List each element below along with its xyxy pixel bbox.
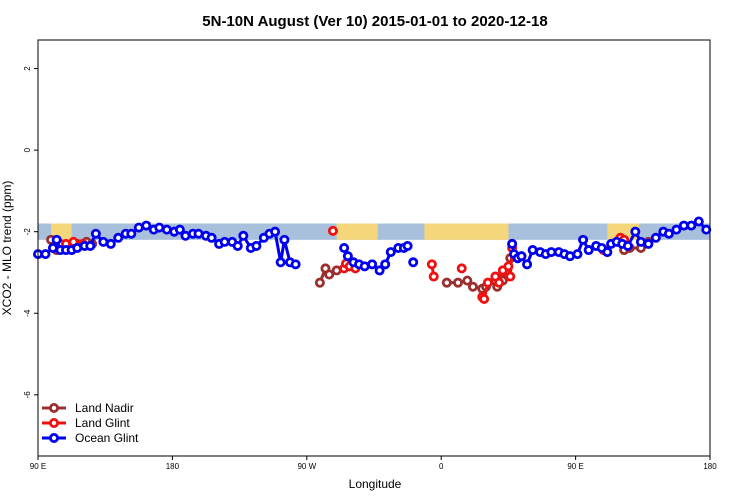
ocean-glint-point-31 <box>232 240 243 251</box>
land-nadir-point-14 <box>467 281 478 292</box>
ocean-glint-point-50 <box>385 247 396 258</box>
land-band-2 <box>424 223 509 240</box>
y-tick-label-1: 0 <box>23 147 32 152</box>
ocean-glint-point-80 <box>650 232 661 243</box>
land-nadir-point-9 <box>324 269 335 280</box>
legend-marker-land-glint <box>49 417 60 428</box>
ocean-glint-point-59 <box>522 259 533 270</box>
ocean-glint-point-68 <box>578 234 589 245</box>
x-tick-label-2: 90 W <box>297 462 316 471</box>
ocean-glint-point-42 <box>339 242 350 253</box>
ocean-glint-point-38 <box>275 257 286 268</box>
ocean-glint-point-58 <box>516 251 527 262</box>
x-tick-label-1: 180 <box>166 462 180 471</box>
ocean-glint-point-48 <box>374 265 385 276</box>
ocean-glint-point-3 <box>51 234 62 245</box>
land-nadir-point-12 <box>452 277 463 288</box>
ocean-glint-point-13 <box>113 232 124 243</box>
land-glint-point-17 <box>503 261 514 272</box>
land-nadir-point-7 <box>314 277 325 288</box>
series-ocean-glint <box>33 216 712 276</box>
ocean-glint-point-32 <box>238 230 249 241</box>
x-tick-label-3: 0 <box>439 462 444 471</box>
land-band-1 <box>336 223 378 240</box>
ocean-glint-point-34 <box>251 240 262 251</box>
legend-label-land-nadir: Land Nadir <box>75 401 134 415</box>
y-axis-label: XCO2 - MLO trend (ppm) <box>0 181 14 316</box>
land-band-3 <box>607 223 640 240</box>
ocean-glint-point-54 <box>408 257 419 268</box>
land-glint-point-3 <box>327 225 338 236</box>
land-nadir-point-11 <box>441 277 452 288</box>
ocean-glint-point-39 <box>279 234 290 245</box>
ocean-glint-point-1 <box>40 249 51 260</box>
ocean-glint-point-37 <box>270 226 281 237</box>
ocean-glint-point-55 <box>507 238 518 249</box>
land-glint-point-12 <box>479 293 490 304</box>
x-axis-label: Longitude <box>349 477 402 491</box>
land-nadir-point-13 <box>462 275 473 286</box>
ocean-glint-point-22 <box>174 224 185 235</box>
land-glint-point-15 <box>494 277 505 288</box>
ocean-glint-point-77 <box>630 226 641 237</box>
y-tick-label-3: -4 <box>23 309 32 317</box>
ocean-glint-point-69 <box>583 245 594 256</box>
ocean-glint-point-27 <box>206 232 217 243</box>
y-tick-label-4: -6 <box>23 391 32 399</box>
ocean-glint-point-49 <box>380 259 391 270</box>
ocean-glint-point-17 <box>141 220 152 231</box>
ocean-glint-point-41 <box>290 259 301 270</box>
legend-label-ocean-glint: Ocean Glint <box>75 431 139 445</box>
chart-title: 5N-10N August (Ver 10) 2015-01-01 to 202… <box>202 13 547 30</box>
ocean-glint-point-82 <box>663 228 674 239</box>
ocean-glint-point-72 <box>602 247 613 258</box>
ocean-glint-point-47 <box>367 259 378 270</box>
land-glint-point-8 <box>426 259 437 270</box>
ocean-glint-point-76 <box>622 240 633 251</box>
legend-marker-land-nadir <box>49 402 60 413</box>
ocean-glint-point-15 <box>126 228 137 239</box>
ocean-glint-point-86 <box>693 216 704 227</box>
land-glint-point-9 <box>428 271 439 282</box>
ocean-glint-point-53 <box>402 240 413 251</box>
x-tick-label-4: 90 E <box>567 462 583 471</box>
land-glint-point-10 <box>456 263 467 274</box>
axes: 90 E 180 90 W 0 90 E 180 2 0 -2 -4 -6 <box>23 66 717 471</box>
ocean-glint-point-9 <box>85 240 96 251</box>
series-layer <box>33 216 712 304</box>
ocean-glint-point-67 <box>572 249 583 260</box>
x-tick-label-5: 180 <box>703 462 717 471</box>
ocean-glint-point-12 <box>105 238 116 249</box>
y-tick-label-0: 2 <box>23 66 32 71</box>
ocean-glint-point-79 <box>643 238 654 249</box>
ocean-glint-point-83 <box>671 224 682 235</box>
series-land-glint <box>61 225 630 304</box>
ocean-glint-point-85 <box>686 220 697 231</box>
ocean-glint-point-10 <box>90 228 101 239</box>
plot-frame <box>37 39 711 457</box>
x-tick-label-0: 90 E <box>30 462 46 471</box>
legend-label-land-glint: Land Glint <box>75 416 130 430</box>
y-tick-label-2: -2 <box>23 228 32 236</box>
land-glint-point-18 <box>505 271 516 282</box>
legend-marker-ocean-glint <box>49 432 60 443</box>
ocean-glint-point-87 <box>701 224 712 235</box>
land-glint-point-13 <box>482 277 493 288</box>
ocean-glint-point-43 <box>342 251 353 262</box>
